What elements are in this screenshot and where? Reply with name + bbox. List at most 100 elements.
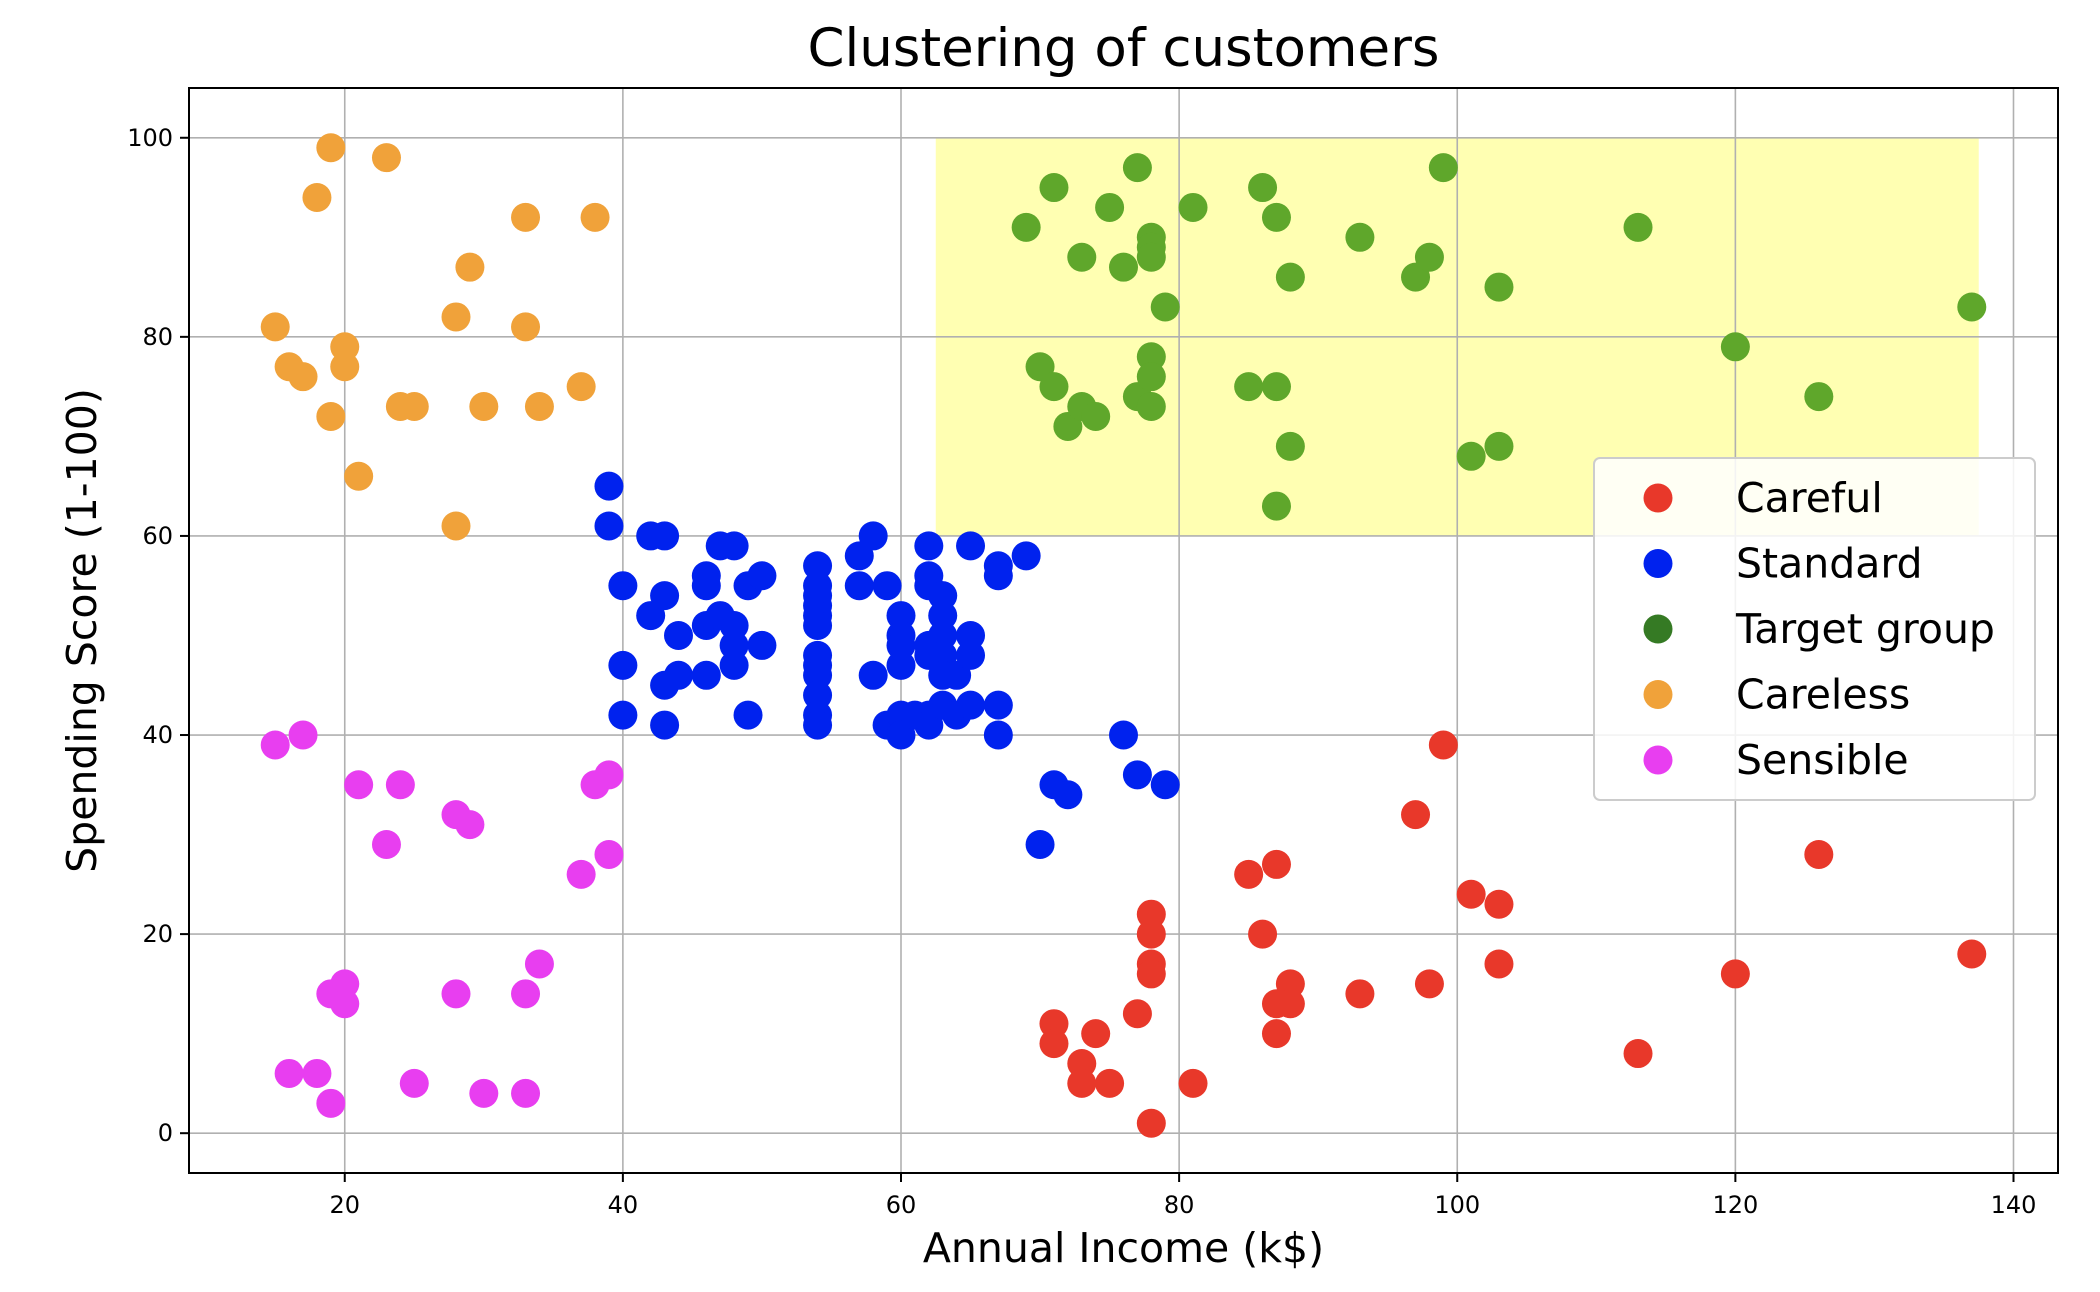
data-point-standard bbox=[650, 521, 680, 551]
data-point-careless bbox=[580, 202, 610, 232]
data-point-target-group bbox=[1067, 242, 1097, 272]
data-point-careful bbox=[1234, 859, 1264, 889]
series-target-group bbox=[1011, 153, 1987, 521]
data-point-careful bbox=[1275, 989, 1305, 1019]
data-point-standard bbox=[719, 611, 749, 641]
x-tick-label: 100 bbox=[1434, 1191, 1480, 1219]
data-point-careful bbox=[1039, 1029, 1069, 1059]
data-point-careful bbox=[1067, 1049, 1097, 1079]
data-point-careful bbox=[1136, 919, 1166, 949]
data-point-sensible bbox=[594, 839, 624, 869]
data-point-target-group bbox=[1136, 342, 1166, 372]
data-point-target-group bbox=[1484, 272, 1514, 302]
series-standard bbox=[594, 471, 1180, 860]
data-point-sensible bbox=[371, 830, 401, 860]
y-tick-label: 40 bbox=[142, 721, 173, 749]
data-point-target-group bbox=[1136, 242, 1166, 272]
data-point-careful bbox=[1428, 730, 1458, 760]
x-tick-label: 120 bbox=[1712, 1191, 1758, 1219]
data-point-standard bbox=[747, 561, 777, 591]
legend-label-careless: Careless bbox=[1736, 671, 1910, 719]
data-point-careful bbox=[1136, 959, 1166, 989]
data-point-target-group bbox=[1261, 202, 1291, 232]
data-point-standard bbox=[858, 521, 888, 551]
data-point-careful bbox=[1039, 1009, 1069, 1039]
data-point-sensible bbox=[385, 770, 415, 800]
data-point-standard bbox=[886, 650, 916, 680]
data-point-standard bbox=[650, 581, 680, 611]
data-point-careless bbox=[344, 461, 374, 491]
data-point-careless bbox=[511, 312, 541, 342]
y-tick-label: 100 bbox=[127, 124, 173, 152]
data-point-standard bbox=[1109, 720, 1138, 750]
x-tick-label: 20 bbox=[329, 1191, 360, 1219]
legend-label-target-group: Target group bbox=[1735, 605, 1995, 653]
data-point-standard bbox=[650, 710, 680, 740]
data-point-careless bbox=[524, 392, 554, 422]
data-point-standard bbox=[719, 650, 749, 680]
data-point-standard bbox=[719, 531, 749, 561]
data-point-sensible bbox=[316, 1088, 346, 1118]
data-point-sensible bbox=[566, 859, 596, 889]
data-point-sensible bbox=[524, 949, 554, 979]
x-axis-label: Annual Income (k$) bbox=[923, 1224, 1324, 1272]
data-point-sensible bbox=[288, 720, 318, 750]
data-point-careless bbox=[455, 252, 485, 282]
data-point-careful bbox=[1248, 919, 1278, 949]
data-point-target-group bbox=[1039, 173, 1069, 203]
data-point-standard bbox=[594, 511, 624, 541]
series-careless bbox=[260, 133, 610, 541]
data-point-standard bbox=[858, 660, 888, 690]
data-point-target-group bbox=[1234, 372, 1264, 402]
data-point-careless bbox=[399, 392, 429, 422]
data-point-careful bbox=[1345, 979, 1375, 1009]
data-point-standard bbox=[733, 700, 763, 730]
data-point-sensible bbox=[511, 1078, 541, 1108]
data-point-target-group bbox=[1428, 153, 1458, 183]
data-point-target-group bbox=[1275, 262, 1305, 292]
series-careful bbox=[1039, 730, 1987, 1138]
data-point-careless bbox=[260, 312, 290, 342]
data-point-standard bbox=[983, 690, 1013, 720]
legend-marker-sensible bbox=[1643, 745, 1673, 775]
data-point-standard bbox=[747, 630, 777, 660]
data-point-standard bbox=[1122, 760, 1152, 790]
data-point-careful bbox=[1401, 800, 1431, 830]
series-sensible bbox=[260, 720, 624, 1118]
data-point-standard bbox=[608, 700, 638, 730]
data-point-careless bbox=[316, 401, 346, 431]
data-point-careless bbox=[288, 362, 318, 392]
data-point-careful bbox=[1484, 889, 1514, 919]
data-point-target-group bbox=[1136, 362, 1166, 392]
data-point-careless bbox=[302, 182, 332, 212]
data-point-careless bbox=[330, 332, 360, 362]
data-point-target-group bbox=[1081, 401, 1111, 431]
data-point-standard bbox=[803, 660, 833, 690]
data-point-standard bbox=[803, 710, 833, 740]
data-point-target-group bbox=[1248, 173, 1278, 203]
data-point-standard bbox=[803, 611, 833, 641]
data-point-target-group bbox=[1484, 431, 1514, 461]
data-point-careful bbox=[1081, 1019, 1111, 1049]
data-point-standard bbox=[956, 640, 986, 670]
data-point-careless bbox=[566, 372, 596, 402]
data-point-target-group bbox=[1720, 332, 1750, 362]
data-point-target-group bbox=[1804, 382, 1834, 412]
data-point-sensible bbox=[455, 810, 485, 840]
data-point-target-group bbox=[1275, 431, 1305, 461]
x-tick-label: 140 bbox=[1991, 1191, 2037, 1219]
data-point-target-group bbox=[1109, 252, 1138, 282]
data-point-careless bbox=[469, 392, 499, 422]
data-point-sensible bbox=[594, 760, 624, 790]
x-tick-label: 80 bbox=[1164, 1191, 1195, 1219]
data-point-careless bbox=[441, 302, 471, 332]
data-point-careful bbox=[1720, 959, 1750, 989]
data-point-careful bbox=[1484, 949, 1514, 979]
x-tick-label: 40 bbox=[608, 1191, 639, 1219]
data-point-standard bbox=[928, 581, 958, 611]
data-point-standard bbox=[844, 571, 874, 601]
data-point-target-group bbox=[1122, 153, 1152, 183]
data-point-sensible bbox=[469, 1078, 499, 1108]
data-point-careless bbox=[511, 202, 541, 232]
data-point-standard bbox=[803, 680, 833, 710]
